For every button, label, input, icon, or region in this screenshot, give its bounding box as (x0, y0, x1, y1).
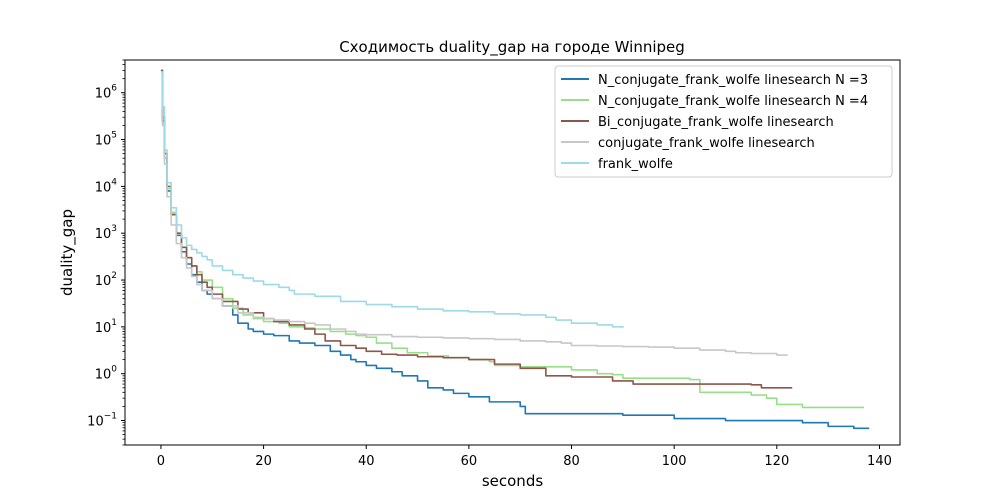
series-line-5 (160, 70, 624, 328)
series-line-1 (160, 69, 870, 430)
x-tick-label: 40 (358, 454, 375, 469)
legend-box (554, 65, 893, 178)
x-tick-label: 20 (255, 454, 272, 469)
x-tick-label: 120 (764, 454, 789, 469)
series-line-3 (160, 69, 793, 389)
x-tick-label: 60 (461, 454, 478, 469)
legend: N_conjugate_frank_wolfe linesearch N =3 N… (554, 65, 893, 178)
y-tick-label: 101 (95, 318, 117, 336)
legend-label-3: Bi_conjugate_frank_wolfe linesearch (598, 115, 834, 130)
x-tick-label: 100 (662, 454, 687, 469)
x-axis-label: seconds (482, 472, 543, 490)
series-layer (160, 69, 870, 430)
x-tick-label: 140 (867, 454, 892, 469)
legend-label-1: N_conjugate_frank_wolfe linesearch N =3 (598, 73, 868, 88)
x-tick-label: 80 (563, 454, 580, 469)
legend-label-4: conjugate_frank_wolfe linesearch (598, 136, 815, 151)
y-tick-label: 105 (95, 131, 117, 149)
x-tick-label: 0 (157, 454, 165, 469)
y-tick-label: 106 (95, 84, 118, 102)
chart-title: Сходимость duality_gap на городе Winnipe… (339, 38, 685, 57)
y-axis-label: duality_gap (58, 209, 77, 296)
series-line-4 (160, 70, 788, 356)
legend-label-5: frank_wolfe (598, 157, 673, 172)
y-tick-label: 102 (95, 271, 117, 289)
y-tick-label: 103 (95, 224, 117, 242)
y-axis: 10−1 100 101 102 103 104 105 106 (87, 59, 125, 446)
y-tick-label: 100 (95, 365, 118, 383)
plot-area-frame (124, 59, 901, 446)
x-axis: 0 20 40 60 80 100 120 140 (157, 445, 892, 469)
y-tick-label: 104 (95, 177, 118, 195)
legend-label-2: N_conjugate_frank_wolfe linesearch N =4 (598, 94, 868, 109)
y-tick-label: 10−1 (87, 412, 117, 430)
